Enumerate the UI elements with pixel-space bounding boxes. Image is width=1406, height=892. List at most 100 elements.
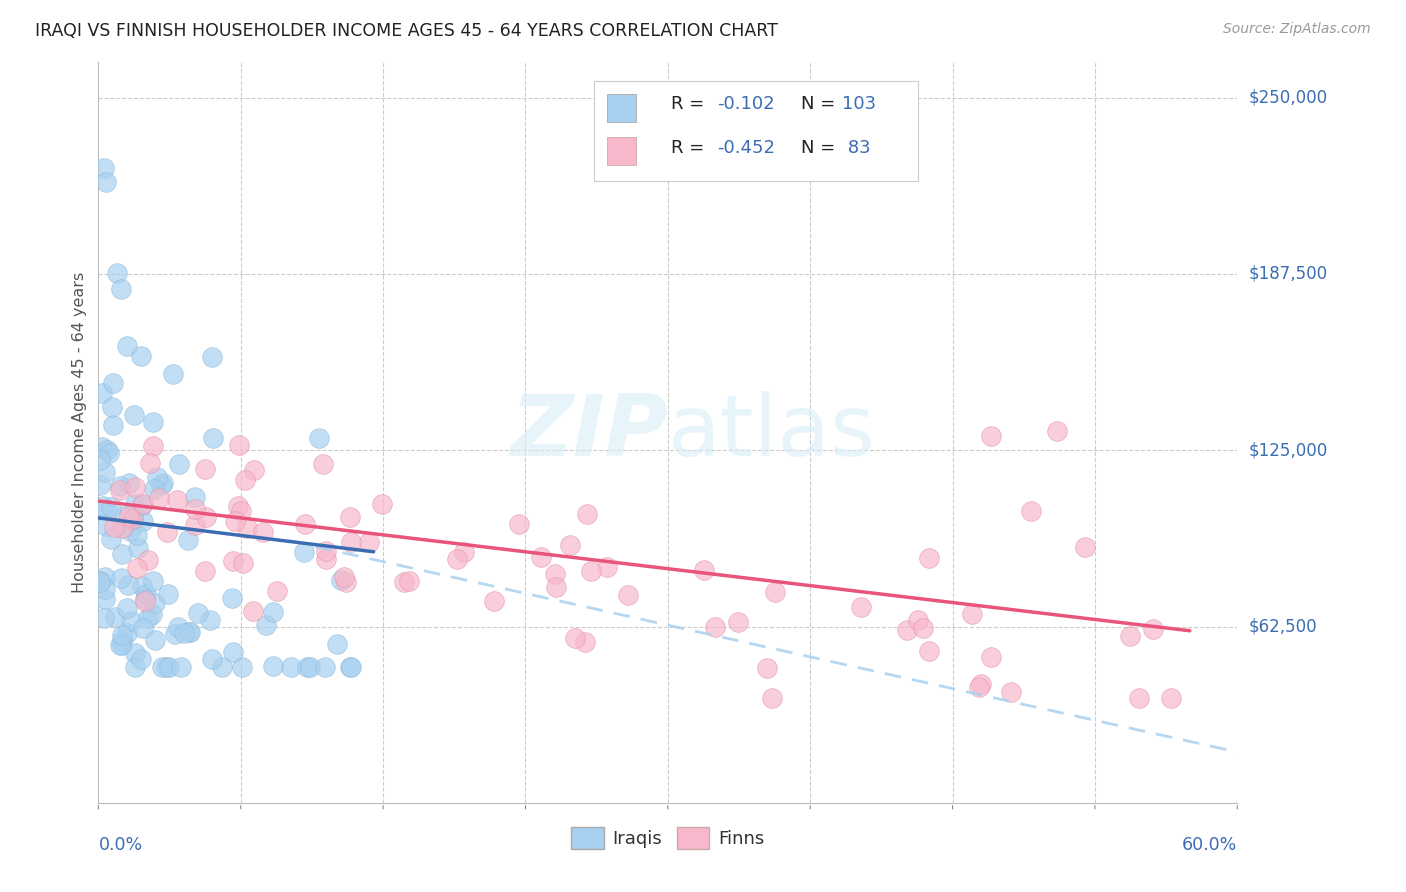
Point xyxy=(229,503,252,517)
Point xyxy=(262,606,284,620)
Text: 60.0%: 60.0% xyxy=(1182,836,1237,855)
Text: IRAQI VS FINNISH HOUSEHOLDER INCOME AGES 45 - 64 YEARS CORRELATION CHART: IRAQI VS FINNISH HOUSEHOLDER INCOME AGES… xyxy=(35,22,778,40)
Point xyxy=(111,634,134,648)
Text: R =: R = xyxy=(671,95,710,113)
Point xyxy=(224,514,246,528)
Point xyxy=(96,442,118,457)
Point xyxy=(167,620,190,634)
Point xyxy=(201,350,224,364)
Text: N =: N = xyxy=(801,95,841,113)
Text: $125,000: $125,000 xyxy=(1249,442,1327,459)
Point xyxy=(339,509,361,524)
Point xyxy=(94,502,117,516)
Point xyxy=(108,638,131,652)
Point xyxy=(398,574,420,588)
Point xyxy=(918,551,941,566)
Point xyxy=(392,574,415,589)
Point xyxy=(111,638,134,652)
Point xyxy=(152,476,174,491)
Text: -0.102: -0.102 xyxy=(717,95,775,113)
Text: N =: N = xyxy=(801,138,841,157)
Point xyxy=(918,644,941,658)
Point xyxy=(308,431,330,445)
Point xyxy=(484,594,506,608)
Point xyxy=(117,508,139,523)
Point xyxy=(117,578,139,592)
Point xyxy=(292,544,315,558)
Legend: Iraqis, Finns: Iraqis, Finns xyxy=(571,827,765,849)
Point xyxy=(187,606,209,620)
Point xyxy=(453,545,475,559)
Point xyxy=(256,617,278,632)
Point xyxy=(359,535,381,549)
Point xyxy=(222,645,245,659)
Point xyxy=(135,587,157,601)
Point xyxy=(339,534,361,549)
Point xyxy=(143,596,166,610)
Point xyxy=(980,650,1002,665)
Point xyxy=(125,527,148,541)
Point xyxy=(703,620,725,634)
Point xyxy=(896,623,918,637)
Point xyxy=(124,646,146,660)
Point xyxy=(89,453,111,467)
Point xyxy=(1160,691,1182,706)
Point xyxy=(100,533,122,547)
Point xyxy=(329,573,352,587)
Point xyxy=(142,415,165,429)
Point xyxy=(162,367,184,381)
Point xyxy=(142,574,165,588)
Point xyxy=(132,514,155,528)
Point xyxy=(155,525,177,540)
Point xyxy=(111,520,134,534)
Point xyxy=(184,490,207,504)
Point xyxy=(110,628,132,642)
Point xyxy=(124,660,146,674)
Point xyxy=(93,582,115,596)
Point xyxy=(1021,503,1043,517)
Point xyxy=(564,631,586,645)
Point xyxy=(294,517,316,532)
Point xyxy=(136,553,159,567)
Point xyxy=(129,350,152,364)
Text: Source: ZipAtlas.com: Source: ZipAtlas.com xyxy=(1223,22,1371,37)
Point xyxy=(91,500,114,514)
Point xyxy=(201,431,224,445)
Point xyxy=(315,544,337,558)
Point xyxy=(100,500,122,514)
FancyBboxPatch shape xyxy=(607,137,636,165)
Point xyxy=(120,614,142,628)
Point xyxy=(1074,540,1097,554)
Point xyxy=(115,339,138,353)
Point xyxy=(110,283,132,297)
Point xyxy=(89,574,111,589)
Y-axis label: Householder Income Ages 45 - 64 years: Householder Income Ages 45 - 64 years xyxy=(72,272,87,593)
Point xyxy=(122,408,145,422)
Point xyxy=(195,510,218,524)
Point xyxy=(142,482,165,496)
Point xyxy=(243,463,266,477)
Point xyxy=(544,566,567,581)
Text: $62,500: $62,500 xyxy=(1249,617,1317,635)
Text: $250,000: $250,000 xyxy=(1249,88,1327,107)
Point xyxy=(311,457,333,471)
Point xyxy=(124,497,146,511)
Point xyxy=(266,583,288,598)
Point xyxy=(104,610,127,624)
Point xyxy=(201,651,224,665)
Point xyxy=(179,625,201,640)
Point xyxy=(120,524,142,539)
Point xyxy=(138,611,160,625)
Point xyxy=(315,660,337,674)
Text: 103: 103 xyxy=(842,95,876,113)
Point xyxy=(596,559,619,574)
Point xyxy=(761,691,783,706)
Point xyxy=(1119,629,1142,643)
Point xyxy=(118,475,141,490)
Point xyxy=(165,627,187,641)
Point xyxy=(107,266,129,280)
Point xyxy=(96,519,118,533)
Point xyxy=(93,161,115,176)
Point xyxy=(574,634,596,648)
Point xyxy=(183,502,205,516)
